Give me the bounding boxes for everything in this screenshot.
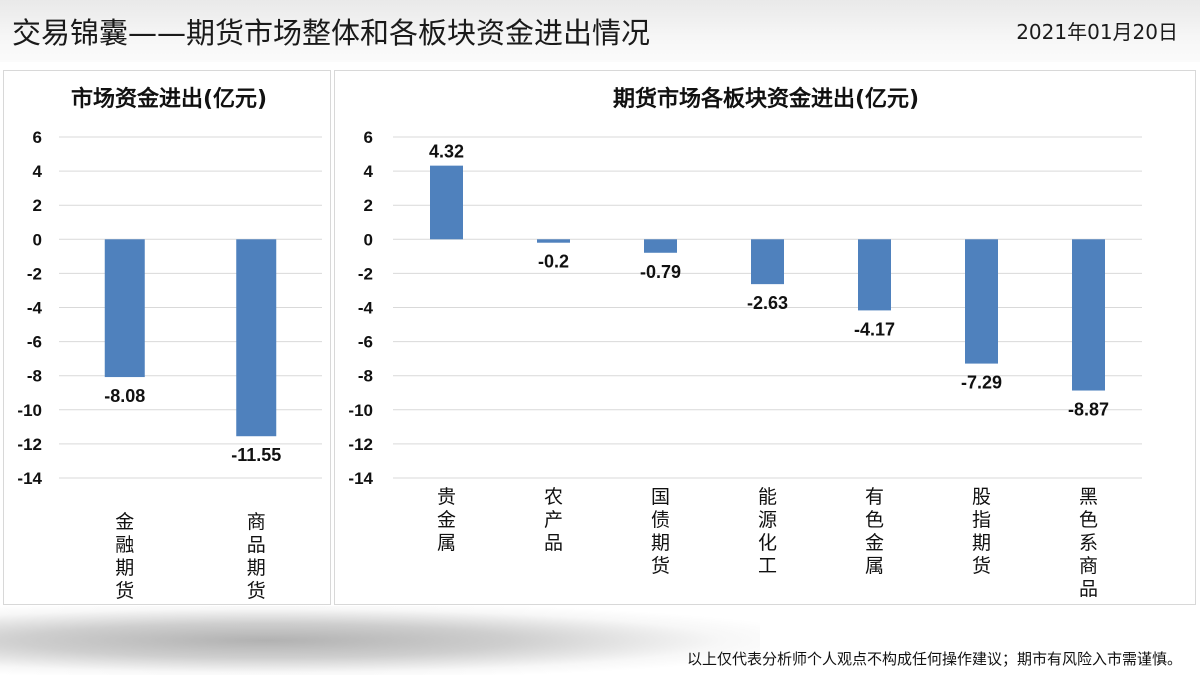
category-label: 融 [115, 534, 134, 556]
category-label: 期 [247, 557, 266, 579]
data-label: -0.2 [538, 252, 569, 272]
category-label: 色 [1079, 509, 1098, 531]
ink-brush-decoration [0, 606, 760, 675]
data-label: 4.32 [429, 142, 464, 162]
category-label: 股 [972, 486, 991, 508]
category-label: 货 [247, 580, 266, 602]
y-tick-label: 0 [364, 230, 373, 249]
bar [537, 239, 570, 243]
header-bar: 交易锦囊——期货市场整体和各板块资金进出情况 2021年01月20日 [0, 0, 1200, 62]
category-label: 期 [651, 532, 670, 554]
category-label: 有 [865, 486, 884, 508]
category-label: 债 [651, 509, 670, 531]
y-tick-label: -10 [17, 401, 42, 420]
category-label: 金 [437, 509, 456, 531]
y-tick-label: 0 [33, 230, 42, 249]
category-label: 商 [1079, 555, 1098, 577]
data-label: -2.63 [747, 293, 788, 313]
y-tick-label: -12 [348, 435, 373, 454]
disclaimer-text: 以上仅代表分析师个人观点不构成任何操作建议；期市有风险入市需谨慎。 [686, 650, 1182, 668]
category-label: 属 [437, 532, 456, 554]
y-tick-label: -14 [348, 469, 373, 488]
bar [644, 239, 677, 253]
y-tick-label: 2 [364, 196, 373, 215]
category-label: 商 [247, 511, 266, 533]
category-label: 黑 [1079, 486, 1098, 508]
category-label: 源 [758, 509, 777, 531]
y-tick-label: -2 [27, 264, 42, 283]
y-tick-label: -14 [17, 469, 42, 488]
y-tick-label: -2 [358, 264, 373, 283]
y-tick-label: 6 [33, 128, 42, 147]
data-label: -7.29 [961, 373, 1002, 393]
chart-title: 期货市场各板块资金进出(亿元) [613, 86, 919, 112]
market-flow-chart: 市场资金进出(亿元)6420-2-4-6-8-10-12-14-8.08金融期货… [17, 86, 322, 602]
bar [965, 239, 998, 364]
category-label: 产 [544, 509, 563, 531]
category-label: 货 [651, 555, 670, 577]
data-label: -4.17 [854, 319, 895, 339]
chart-title: 市场资金进出(亿元) [71, 86, 267, 112]
y-tick-label: -6 [27, 333, 42, 352]
category-label: 工 [758, 555, 777, 577]
y-tick-label: -8 [27, 367, 42, 386]
bar [430, 165, 463, 240]
data-label: -8.08 [104, 386, 145, 406]
data-label: -0.79 [640, 262, 681, 282]
category-label: 金 [865, 532, 884, 554]
category-label: 指 [972, 509, 991, 531]
category-label: 农 [544, 486, 563, 508]
bar [751, 239, 784, 285]
category-label: 金 [115, 511, 134, 533]
bar [1072, 239, 1105, 391]
y-tick-label: 4 [364, 162, 374, 181]
category-label: 货 [115, 580, 134, 602]
y-tick-label: -4 [27, 299, 43, 318]
category-label: 国 [651, 486, 670, 508]
category-label: 品 [247, 534, 266, 556]
category-label: 品 [1079, 578, 1098, 600]
y-tick-label: 6 [364, 128, 373, 147]
market-flow-chart-panel: 市场资金进出(亿元) 6 4 2 0 -2 -4 -6 -8 -10 -12 -14 -8.08 金融期货… [3, 70, 331, 605]
report-date: 2021年01月20日 [1016, 20, 1178, 44]
category-label: 期 [972, 532, 991, 554]
y-tick-label: 4 [33, 162, 43, 181]
category-label: 系 [1079, 532, 1098, 554]
y-tick-label: 2 [33, 196, 42, 215]
category-label: 贵 [437, 486, 456, 508]
y-tick-label: -12 [17, 435, 42, 454]
data-label: -8.87 [1068, 400, 1109, 420]
category-label: 化 [758, 532, 777, 554]
y-tick-label: -4 [358, 299, 374, 318]
bar [236, 239, 277, 437]
category-label: 属 [865, 555, 884, 577]
data-label: -11.55 [231, 445, 281, 465]
category-label: 期 [115, 557, 134, 579]
category-label: 色 [865, 509, 884, 531]
y-tick-label: -10 [348, 401, 373, 420]
y-tick-label: -6 [358, 333, 373, 352]
sector-flow-chart: 期货市场各板块资金进出(亿元) 6 4 2 0 -2 -4 -6 -8 -10 -12 -14 4.32… [348, 86, 1142, 600]
category-label: 货 [972, 555, 991, 577]
y-tick-label: -8 [358, 367, 373, 386]
sector-flow-chart-panel: 期货市场各板块资金进出(亿元) 6 4 2 0 -2 -4 -6 -8 -10 -12 -14 4.32… [334, 70, 1196, 605]
bar [104, 239, 145, 378]
category-label: 能 [758, 486, 777, 508]
page-title: 交易锦囊——期货市场整体和各板块资金进出情况 [12, 16, 651, 50]
bar [858, 239, 891, 311]
category-label: 品 [544, 532, 563, 554]
